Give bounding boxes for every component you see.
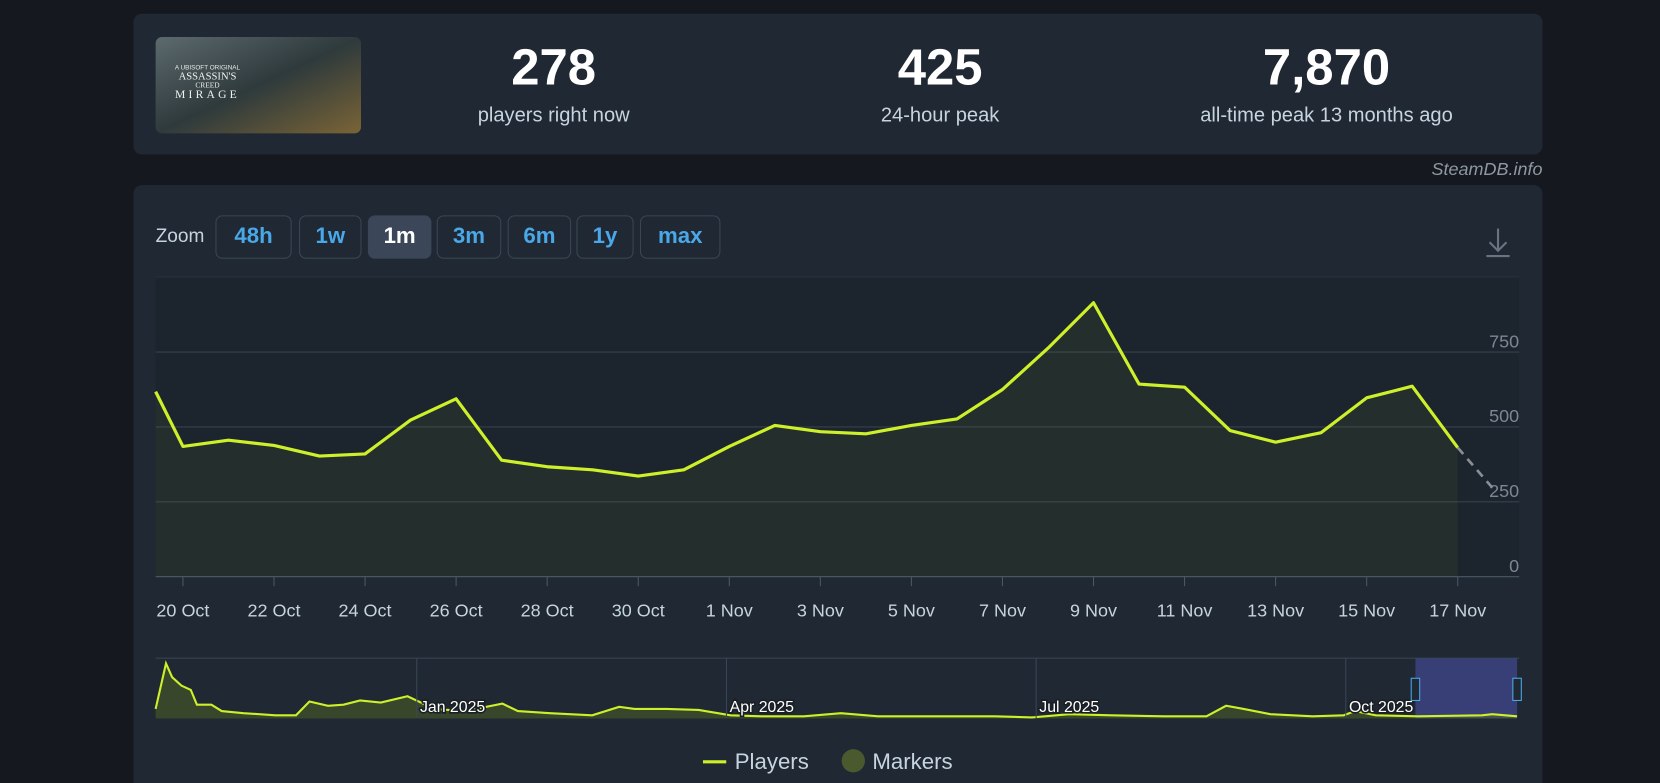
zoom-button[interactable] bbox=[436, 215, 502, 259]
series-area bbox=[155, 302, 1458, 577]
plot: 0 250 500 750 20 Oct 22 Oct 24 Oct 26 Oct 28 Oct… bbox=[154, 277, 1520, 719]
legend-label[interactable]: Players bbox=[735, 749, 809, 774]
zoom-button[interactable] bbox=[576, 215, 634, 259]
image-text: A UBISOFT ORIGINAL bbox=[175, 64, 241, 71]
navigator-tick-label: Apr 2025 bbox=[730, 699, 795, 716]
game-image[interactable] bbox=[155, 37, 362, 134]
x-tick-label: 5 Nov bbox=[888, 600, 935, 620]
y-tick-label: 250 bbox=[1489, 481, 1519, 501]
image-text: CREED bbox=[195, 80, 220, 89]
x-tick-label: 9 Nov bbox=[1070, 600, 1117, 620]
projection-line bbox=[1456, 446, 1496, 491]
series-line bbox=[154, 301, 1459, 478]
navigator-handle[interactable] bbox=[1512, 677, 1522, 701]
y-tick-label: 750 bbox=[1489, 331, 1519, 351]
zoom-button[interactable] bbox=[507, 215, 572, 259]
x-tick-label: 22 Oct bbox=[247, 600, 300, 620]
x-tick-label: 26 Oct bbox=[430, 600, 483, 620]
stat-label: 24-hour peak bbox=[881, 105, 1000, 127]
zoom-button-label: 3m bbox=[453, 223, 485, 248]
x-tick-label: 20 Oct bbox=[156, 600, 209, 620]
zoom-label: Zoom bbox=[156, 226, 205, 247]
navigator-selection[interactable] bbox=[1415, 658, 1518, 719]
legend: Players Markers bbox=[702, 749, 953, 774]
x-tick-label: 7 Nov bbox=[979, 600, 1026, 620]
zoom-button[interactable] bbox=[639, 215, 721, 259]
stat-label: all-time peak 13 months ago bbox=[1200, 105, 1453, 127]
x-tick-label: 3 Nov bbox=[797, 600, 844, 620]
x-tick-label: 1 Nov bbox=[706, 600, 753, 620]
y-tick-label: 0 bbox=[1509, 556, 1519, 576]
x-tick-label: 28 Oct bbox=[521, 600, 574, 620]
legend-swatch bbox=[841, 749, 865, 773]
x-tick-label: 15 Nov bbox=[1338, 600, 1395, 620]
image-text: ASSASSIN'S bbox=[179, 72, 237, 83]
zoom-button[interactable] bbox=[299, 215, 362, 259]
x-tick-label: 24 Oct bbox=[339, 600, 392, 620]
stat-value: 278 bbox=[511, 38, 596, 95]
zoom-buttons: 48h 1w 1m 3m 6m 1y max bbox=[215, 215, 721, 259]
navigator-line bbox=[154, 660, 1518, 719]
zoom-button-label: 6m bbox=[523, 223, 555, 248]
icon-stroke bbox=[1488, 241, 1508, 253]
zoom-button-label: 1m bbox=[384, 223, 416, 248]
zoom-button[interactable] bbox=[367, 215, 432, 259]
zoom-button[interactable] bbox=[215, 215, 292, 259]
stats-card bbox=[133, 13, 1543, 155]
legend-label[interactable]: Markers bbox=[872, 749, 952, 774]
source-link[interactable]: SteamDB.info bbox=[1431, 159, 1542, 179]
download-icon[interactable] bbox=[1486, 228, 1510, 258]
x-tick-label: 11 Nov bbox=[1157, 600, 1213, 620]
stat-value: 7,870 bbox=[1263, 38, 1390, 95]
navigator-handle[interactable] bbox=[1410, 677, 1421, 701]
zoom-button-label: 1y bbox=[593, 223, 618, 248]
x-tick-label: 13 Nov bbox=[1247, 600, 1304, 620]
zoom-button-label: 1w bbox=[315, 223, 345, 248]
x-tick-label: 17 Nov bbox=[1429, 600, 1486, 620]
x-tick-label: 30 Oct bbox=[612, 600, 665, 620]
y-tick-label: 500 bbox=[1489, 406, 1519, 426]
stat-value: 425 bbox=[898, 38, 983, 95]
navigator-tick-label: Jul 2025 bbox=[1039, 699, 1099, 716]
zoom-button-label: 48h bbox=[234, 223, 272, 248]
navigator-tick-label: Oct 2025 bbox=[1349, 699, 1414, 716]
navigator-tick-label: Jan 2025 bbox=[420, 699, 485, 716]
zoom-button-label: max bbox=[658, 223, 703, 248]
image-text: MIRAGE bbox=[175, 88, 240, 101]
stat-label: players right now bbox=[478, 105, 630, 127]
